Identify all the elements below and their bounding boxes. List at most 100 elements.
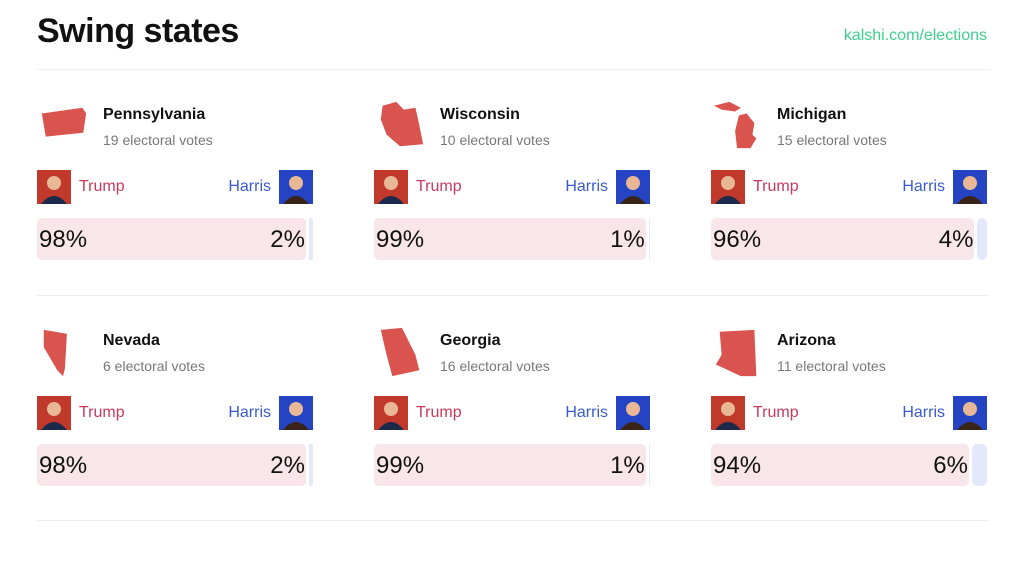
divider (37, 69, 989, 70)
state-header: Georgia 16 electoral votes (374, 326, 650, 386)
harris-pct: 4% (938, 226, 974, 253)
photo-body (41, 196, 67, 204)
candidate-name: Harris (565, 178, 608, 195)
candidate-name: Trump (416, 178, 462, 195)
candidates: Trump Harris (37, 170, 313, 204)
page-title: Swing states (37, 12, 239, 50)
state-name: Nevada (103, 332, 160, 349)
candidate: Harris (902, 170, 987, 204)
odds-bar: 98% 2% (37, 444, 313, 486)
photo-face (626, 176, 640, 190)
state-name: Michigan (777, 106, 847, 123)
photo-body (378, 196, 404, 204)
candidate-photo (711, 396, 745, 430)
state-shape (713, 101, 757, 149)
state-shape (380, 327, 420, 377)
divider (37, 520, 989, 521)
candidates: Trump Harris (374, 170, 650, 204)
odds-bar: 94% 6% (711, 444, 987, 486)
state-text: Nevada 6 electoral votes (103, 326, 205, 374)
harris-bar (648, 218, 650, 260)
state-header: Arizona 11 electoral votes (711, 326, 987, 386)
trump-bar (37, 444, 306, 486)
trump-bar (711, 218, 975, 260)
trump-pct: 98% (39, 452, 88, 479)
odds-bar: 99% 1% (374, 444, 650, 486)
photo-face (721, 402, 735, 416)
candidates: Trump Harris (37, 396, 313, 430)
state-outline (380, 101, 424, 147)
candidate-photo (374, 170, 408, 204)
harris-bar (977, 218, 987, 260)
photo-body (283, 422, 309, 430)
candidate-photo (374, 396, 408, 430)
candidate-photo (711, 170, 745, 204)
state-outline (43, 329, 67, 377)
state-shape (715, 329, 757, 377)
trump-pct: 99% (376, 226, 425, 253)
candidate: Trump (711, 170, 799, 204)
candidate-name: Harris (902, 178, 945, 195)
trump-bar (711, 444, 969, 486)
harris-bar (648, 444, 650, 486)
candidate-photo (37, 170, 71, 204)
state-outline (41, 107, 87, 137)
electoral-votes: 19 electoral votes (103, 132, 213, 148)
candidate-photo (953, 396, 987, 430)
candidate: Harris (228, 396, 313, 430)
candidate: Trump (711, 396, 799, 430)
state-outline (713, 101, 757, 149)
photo-body (957, 422, 983, 430)
state-header: Wisconsin 10 electoral votes (374, 100, 650, 160)
state-shape (41, 107, 87, 137)
candidate-name: Harris (228, 178, 271, 195)
state-name: Wisconsin (440, 106, 520, 123)
state-header: Michigan 15 electoral votes (711, 100, 987, 160)
state-text: Wisconsin 10 electoral votes (440, 100, 550, 148)
state-card: Michigan 15 electoral votes Trump Harris 96%… (711, 100, 987, 260)
harris-pct: 6% (933, 452, 968, 479)
harris-bar (308, 444, 313, 486)
photo-body (41, 422, 67, 430)
photo-face (289, 176, 303, 190)
odds-bar: 98% 2% (37, 218, 313, 260)
candidates: Trump Harris (711, 396, 987, 430)
candidate-photo (279, 170, 313, 204)
candidate-name: Trump (753, 404, 799, 421)
candidate-photo (616, 396, 650, 430)
candidate-photo (279, 396, 313, 430)
harris-pct: 2% (270, 226, 305, 253)
electoral-votes: 6 electoral votes (103, 358, 205, 374)
state-card: Nevada 6 electoral votes Trump Harris 98% 2% (37, 326, 313, 486)
photo-face (626, 402, 640, 416)
candidate-photo (616, 170, 650, 204)
photo-face (963, 176, 977, 190)
trump-bar (374, 444, 646, 486)
state-name: Georgia (440, 332, 501, 349)
state-card: Pennsylvania 19 electoral votes Trump Harri… (37, 100, 313, 260)
photo-body (620, 196, 646, 204)
candidate-photo (953, 170, 987, 204)
candidate-name: Trump (416, 404, 462, 421)
state-name: Arizona (777, 332, 836, 349)
candidates: Trump Harris (374, 396, 650, 430)
state-card: Georgia 16 electoral votes Trump Harris 99% 1… (374, 326, 650, 486)
site-link[interactable]: kalshi.com/elections (843, 27, 987, 44)
candidate-name: Trump (79, 404, 125, 421)
candidate: Harris (228, 170, 313, 204)
trump-pct: 98% (39, 226, 88, 253)
candidate-name: Harris (902, 404, 945, 421)
electoral-votes: 16 electoral votes (440, 358, 550, 374)
odds-bar: 99% 1% (374, 218, 650, 260)
state-text: Arizona 11 electoral votes (777, 326, 886, 374)
photo-face (47, 176, 61, 190)
electoral-votes: 10 electoral votes (440, 132, 550, 148)
divider (37, 295, 989, 296)
photo-face (384, 402, 398, 416)
state-text: Michigan 15 electoral votes (777, 100, 887, 148)
candidates: Trump Harris (711, 170, 987, 204)
candidate: Trump (374, 170, 462, 204)
harris-bar (308, 218, 313, 260)
photo-face (289, 402, 303, 416)
